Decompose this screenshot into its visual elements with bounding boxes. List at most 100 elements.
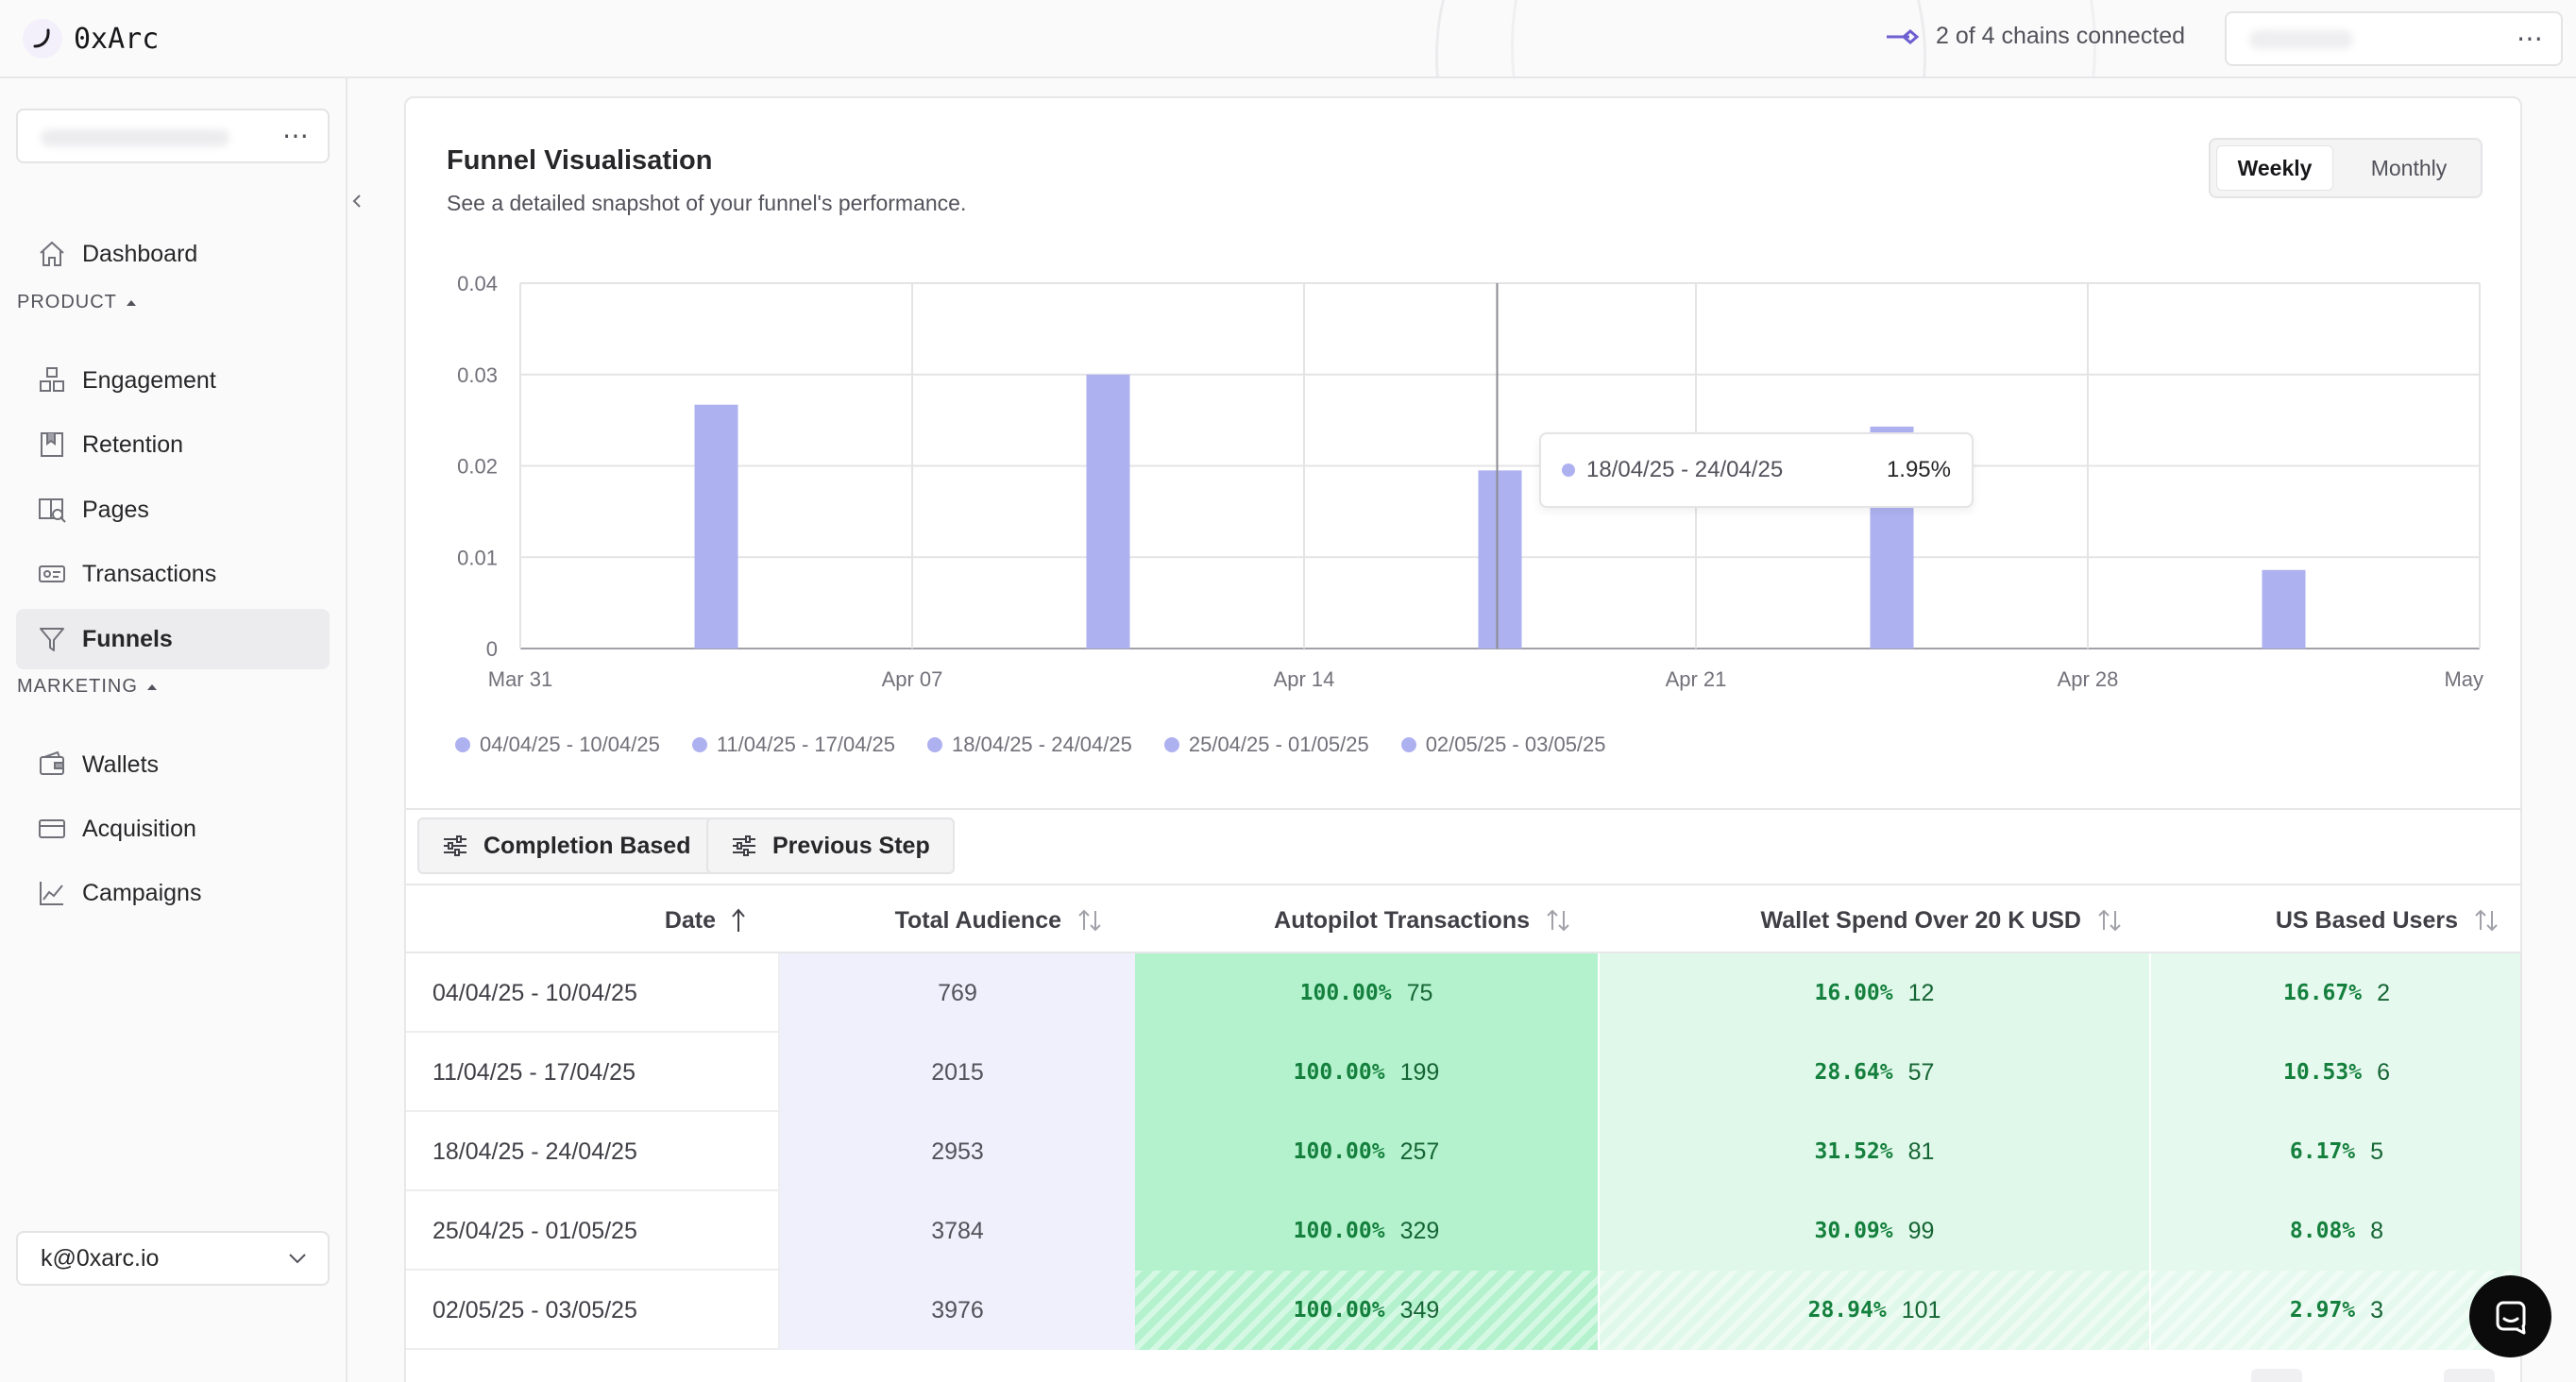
sidebar: ⋯ Dashboard PRODUCT Engagement Retention…	[0, 78, 361, 1382]
column-header-us-based-users[interactable]: US Based Users	[2151, 885, 2520, 955]
sidebar-item-label: Dashboard	[82, 240, 198, 267]
table-row[interactable]: 11/04/25 - 17/04/25 2015 100.00% 199 28.6…	[406, 1033, 2520, 1112]
sidebar-item-dashboard[interactable]: Dashboard	[16, 224, 330, 284]
redacted-workspace-name	[41, 129, 229, 146]
funnel-icon	[40, 628, 64, 651]
sidebar-item-transactions[interactable]: Transactions	[16, 544, 330, 604]
period-toggle: Weekly Monthly	[2209, 138, 2483, 198]
legend-label: 04/04/25 - 10/04/25	[480, 733, 660, 756]
legend-label: 11/04/25 - 17/04/25	[716, 733, 896, 756]
step-count: 329	[1399, 1217, 1440, 1244]
step-percent: 100.00%	[1293, 1219, 1385, 1243]
sidebar-item-label: Pages	[82, 496, 149, 523]
more-icon[interactable]: ⋯	[282, 121, 309, 150]
chevron-down-icon	[289, 1254, 306, 1264]
chart-legend: 04/04/25 - 10/04/25 11/04/25 - 17/04/25 …	[455, 733, 1606, 757]
legend-item[interactable]: 04/04/25 - 10/04/25	[455, 733, 660, 757]
sidebar-item-label: Acquisition	[82, 815, 196, 842]
sidebar-item-acquisition[interactable]: Acquisition	[16, 799, 330, 859]
step-count: 57	[1907, 1058, 1935, 1086]
legend-item[interactable]: 25/04/25 - 01/05/25	[1163, 733, 1369, 757]
legend-swatch	[691, 737, 707, 752]
cell-total-audience: 3976	[780, 1271, 1135, 1350]
chart-bar	[1086, 374, 1130, 649]
period-option-weekly[interactable]: Weekly	[2216, 145, 2333, 191]
step-count: 75	[1406, 979, 1433, 1006]
sort-icon[interactable]	[1545, 907, 1571, 934]
pagination-button[interactable]	[2251, 1369, 2302, 1382]
table-row[interactable]: 25/04/25 - 01/05/25 3784 100.00% 329 30.0…	[406, 1191, 2520, 1271]
sidebar-item-pages[interactable]: Pages	[16, 480, 330, 540]
workspace-selector[interactable]: ⋯	[16, 109, 330, 163]
column-label: Total Audience	[894, 906, 1061, 934]
x-tick-label: Apr 28	[2058, 667, 2119, 691]
panel-title: Funnel Visualisation	[447, 145, 713, 176]
table-header: Date Total Audience Autopilot Transactio…	[406, 884, 2520, 953]
section-marketing[interactable]: MARKETING	[17, 676, 159, 698]
sort-icon[interactable]	[1076, 907, 1103, 934]
previous-step-button[interactable]: Previous Step	[706, 817, 955, 874]
sort-icon[interactable]	[2096, 907, 2123, 934]
cell-us-based-users: 16.67% 2	[2151, 953, 2520, 1033]
legend-item[interactable]: 11/04/25 - 17/04/25	[691, 733, 896, 757]
step-percent: 28.94%	[1807, 1298, 1887, 1323]
column-header-total-audience[interactable]: Total Audience	[780, 885, 1135, 955]
x-tick-label: May	[2444, 667, 2483, 691]
panel-subtitle: See a detailed snapshot of your funnel's…	[447, 191, 967, 215]
legend-item[interactable]: 18/04/25 - 24/04/25	[927, 733, 1132, 757]
collapse-sidebar-button[interactable]	[338, 182, 376, 220]
sliders-icon	[444, 835, 466, 856]
sidebar-item-label: Retention	[82, 430, 184, 458]
cell-total-audience: 769	[780, 953, 1135, 1033]
y-tick-label: 0	[486, 637, 498, 661]
sort-ascending-icon[interactable]	[731, 907, 746, 934]
chains-status[interactable]: 2 of 4 chains connected	[1885, 23, 2185, 50]
column-header-date[interactable]: Date	[406, 885, 780, 955]
funnel-bar-chart: 0.04 0.03 0.02 0.01 0 Mar 31 Apr 07 Apr 14 Apr 2…	[457, 272, 2483, 691]
app-logo[interactable]: 0xArc	[23, 19, 159, 59]
x-tick-label: Apr 07	[882, 667, 943, 691]
sidebar-item-wallets[interactable]: Wallets	[16, 734, 330, 795]
pages-search-icon	[39, 498, 66, 523]
logo-icon	[23, 19, 62, 59]
top-bar: 0xArc 2 of 4 chains connected ⋯	[0, 0, 2576, 78]
table-row[interactable]: 04/04/25 - 10/04/25 769 100.00% 75 16.00%…	[406, 953, 2520, 1033]
chart-tooltip: 18/04/25 - 24/04/25 1.95%	[1539, 432, 1974, 508]
redacted-user-name	[2249, 30, 2353, 49]
sidebar-item-engagement[interactable]: Engagement	[16, 350, 330, 411]
table-row[interactable]: 18/04/25 - 24/04/25 2953 100.00% 257 31.5…	[406, 1112, 2520, 1191]
y-tick-label: 0.01	[457, 546, 498, 569]
x-tick-label: Mar 31	[488, 667, 552, 691]
section-product[interactable]: PRODUCT	[17, 292, 138, 313]
button-label: Previous Step	[772, 832, 930, 859]
sidebar-item-funnels[interactable]: Funnels	[16, 609, 330, 669]
cell-date: 25/04/25 - 01/05/25	[406, 1191, 780, 1271]
step-count: 257	[1399, 1138, 1440, 1165]
sidebar-item-retention[interactable]: Retention	[16, 414, 330, 475]
step-count: 12	[1907, 979, 1935, 1006]
cell-us-based-users: 8.08% 8	[2151, 1191, 2520, 1271]
chat-launcher-button[interactable]	[2469, 1275, 2551, 1357]
step-count: 2	[2377, 979, 2390, 1006]
period-option-monthly[interactable]: Monthly	[2370, 155, 2448, 180]
tooltip-swatch	[1562, 463, 1575, 477]
chain-link-icon	[1887, 28, 1920, 44]
account-selector[interactable]: k@0xarc.io	[16, 1231, 330, 1286]
table-row[interactable]: 02/05/25 - 03/05/25 3976 100.00% 349 28.9…	[406, 1271, 2520, 1350]
pagination-button[interactable]	[2444, 1369, 2495, 1382]
more-icon[interactable]: ⋯	[2517, 24, 2544, 53]
column-header-autopilot-transactions[interactable]: Autopilot Transactions	[1135, 885, 1600, 955]
completion-based-button[interactable]: Completion Based	[417, 817, 716, 874]
button-label: Completion Based	[483, 832, 691, 859]
receipt-icon	[39, 565, 65, 582]
decorative-arc	[1511, 0, 2096, 76]
cell-wallet-spend: 16.00% 12	[1600, 953, 2151, 1033]
cell-date: 11/04/25 - 17/04/25	[406, 1033, 780, 1112]
cell-wallet-spend: 31.52% 81	[1600, 1112, 2151, 1191]
sort-icon[interactable]	[2473, 907, 2500, 934]
sidebar-item-campaigns[interactable]: Campaigns	[16, 863, 330, 923]
x-tick-label: Apr 14	[1274, 667, 1335, 691]
user-menu[interactable]: ⋯	[2225, 11, 2563, 66]
column-header-wallet-spend[interactable]: Wallet Spend Over 20 K USD	[1600, 885, 2151, 955]
legend-item[interactable]: 02/05/25 - 03/05/25	[1400, 733, 1606, 757]
